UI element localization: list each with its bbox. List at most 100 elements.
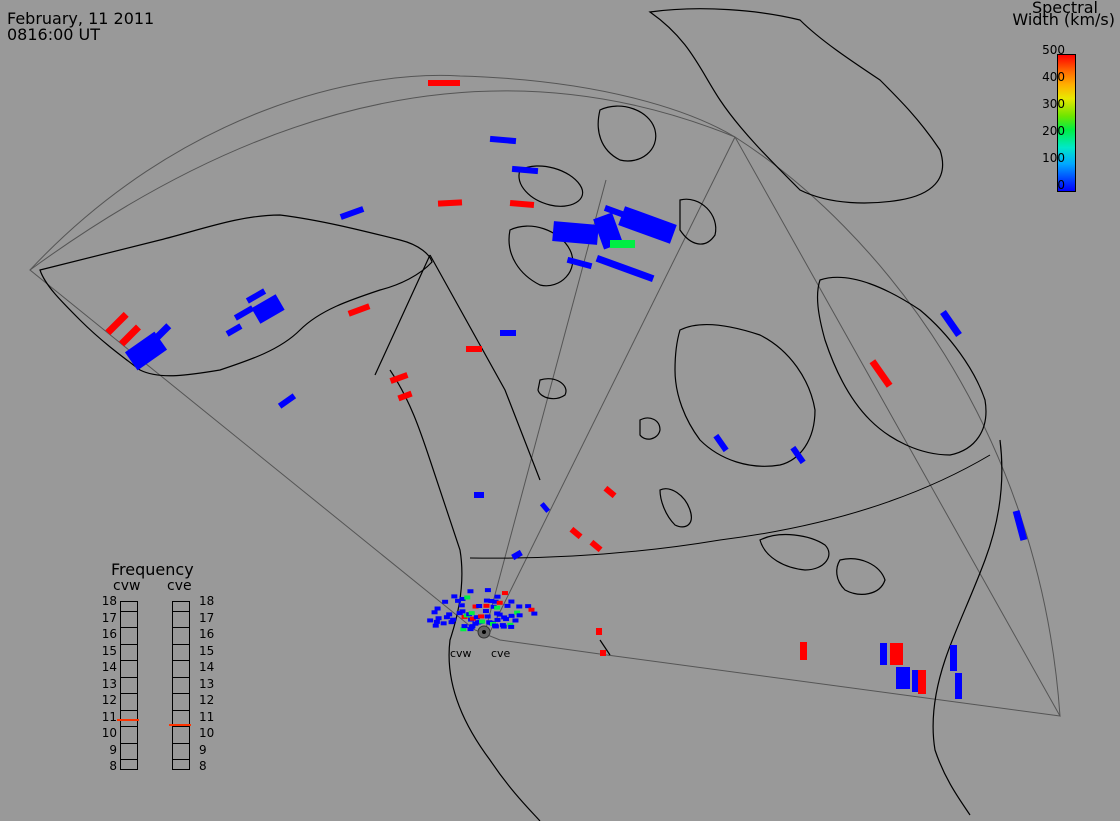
scatter-cell <box>485 588 491 592</box>
frequency-tick-left: 9 <box>97 743 117 757</box>
frequency-grid-line <box>173 627 189 628</box>
scatter-cell <box>502 591 508 595</box>
frequency-tick-right: 15 <box>199 644 219 658</box>
frequency-tick-right: 8 <box>199 759 219 773</box>
scatter-cell <box>438 199 462 206</box>
frequency-grid-line <box>121 693 137 694</box>
scatter-cell <box>497 601 503 605</box>
time-label: 0816:00 UT <box>7 27 100 43</box>
legend-tick-200: 200 <box>1042 124 1065 138</box>
frequency-column-cve <box>172 601 190 770</box>
scatter-cell <box>494 606 500 610</box>
scatter-cell <box>469 611 475 615</box>
frequency-tick-right: 14 <box>199 660 219 674</box>
scatter-cell <box>955 673 962 699</box>
scatter-cell <box>226 323 243 336</box>
frequency-grid-line <box>173 759 189 760</box>
frequency-grid-line <box>121 627 137 628</box>
scatter-cell <box>508 600 514 604</box>
frequency-tick-left: 13 <box>97 677 117 691</box>
scatter-cell <box>531 612 537 616</box>
frequency-grid-line <box>173 660 189 661</box>
scatter-cell <box>516 604 522 608</box>
scatter-cell <box>511 550 523 560</box>
frequency-grid-line <box>173 644 189 645</box>
frequency-tick-right: 10 <box>199 726 219 740</box>
legend-tick-500: 500 <box>1042 43 1065 57</box>
scatter-cell <box>478 614 484 618</box>
scatter-cell <box>432 610 438 614</box>
legend-tick-400: 400 <box>1042 70 1065 84</box>
scatter-cell <box>462 624 468 628</box>
frequency-grid-line <box>173 743 189 744</box>
scatter-cell <box>494 618 500 622</box>
scatter-cell <box>428 80 460 86</box>
scatter-cell <box>466 346 482 352</box>
radar-label-cvw: cvw <box>113 578 140 594</box>
scatter-cell <box>433 624 439 628</box>
scatter-cell <box>800 642 807 660</box>
frequency-tick-right: 16 <box>199 627 219 641</box>
scatter-cell <box>464 595 470 599</box>
legend-tick-300: 300 <box>1042 97 1065 111</box>
scatter-cell <box>596 255 655 282</box>
scatter-cell <box>348 303 371 316</box>
frequency-tick-left: 15 <box>97 644 117 658</box>
site-label-cvw: cvw <box>450 647 472 660</box>
scatter-cell <box>436 616 442 620</box>
scatter-cell <box>397 391 412 401</box>
scatter-cell <box>467 589 473 593</box>
radar-label-cve: cve <box>167 578 192 594</box>
frequency-tick-left: 10 <box>97 726 117 740</box>
scatter-cell <box>528 608 534 612</box>
frequency-tick-right: 11 <box>199 710 219 724</box>
frequency-tick-left: 18 <box>97 594 117 608</box>
scatter-cell <box>105 312 128 335</box>
scatter-cell <box>912 670 919 692</box>
scatter-cell <box>493 624 499 628</box>
frequency-grid-line <box>173 677 189 678</box>
scatter-cell <box>569 527 582 539</box>
frequency-grid-line <box>121 726 137 727</box>
scatter-cell <box>896 667 910 689</box>
frequency-marker-cvw <box>117 719 139 721</box>
scatter-cell <box>510 200 534 208</box>
scatter-cell <box>509 614 515 618</box>
scatter-cell <box>483 604 489 608</box>
frequency-grid-line <box>121 611 137 612</box>
frequency-title: Frequency <box>111 560 194 579</box>
frequency-tick-left: 17 <box>97 611 117 625</box>
latitude-line <box>470 455 990 558</box>
frequency-tick-right: 17 <box>199 611 219 625</box>
scatter-cell <box>567 257 593 269</box>
frequency-grid-line <box>121 660 137 661</box>
frequency-grid-line <box>173 693 189 694</box>
scatter-cell <box>618 206 677 244</box>
scatter-cell <box>512 618 518 622</box>
scatter-cell <box>552 221 599 245</box>
scatter-cell <box>476 604 482 608</box>
frequency-grid-line <box>121 743 137 744</box>
scatter-cell <box>540 502 550 513</box>
beam-line-cvw <box>485 180 606 632</box>
scatter-cell <box>950 645 957 671</box>
scatter-cell <box>596 628 602 635</box>
frequency-marker-cve <box>169 724 191 726</box>
frequency-grid-line <box>121 759 137 760</box>
scatter-cell <box>434 620 440 624</box>
scatter-cell <box>713 434 728 452</box>
frequency-grid-line <box>121 710 137 711</box>
scatter-cell <box>508 625 514 629</box>
frequency-tick-left: 8 <box>97 759 117 773</box>
scatter-cell <box>459 609 465 613</box>
scatter-cell <box>340 206 365 220</box>
frequency-tick-right: 18 <box>199 594 219 608</box>
frequency-grid-line <box>173 726 189 727</box>
legend-tick-0: 0 <box>1057 178 1065 192</box>
frequency-tick-right: 13 <box>199 677 219 691</box>
frequency-tick-left: 12 <box>97 693 117 707</box>
scatter-cell <box>441 621 447 625</box>
radar-site-center <box>482 630 486 634</box>
